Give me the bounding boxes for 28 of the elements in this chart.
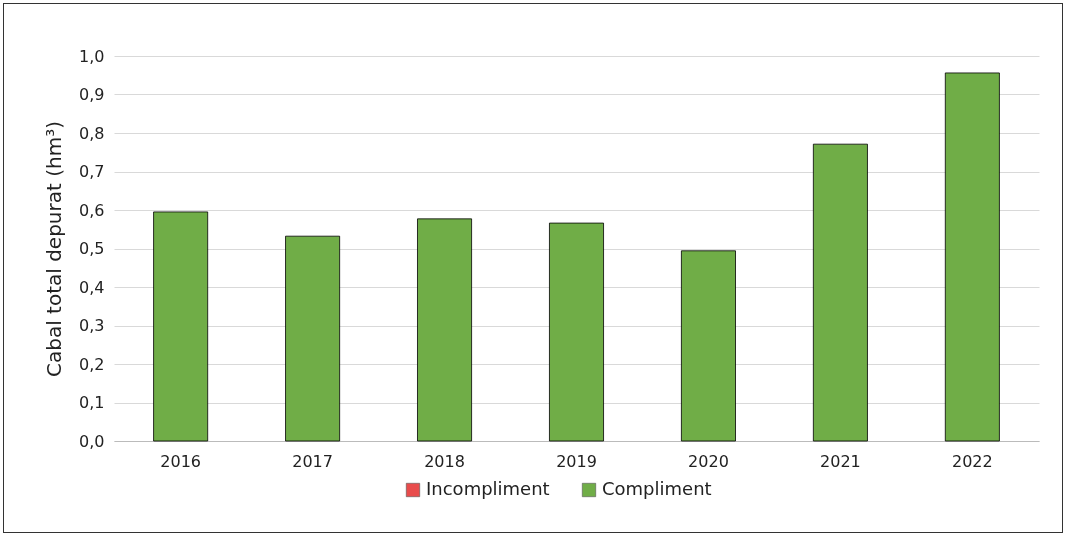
bar [812,143,868,442]
x-tick-label: 2016 [160,451,201,471]
y-tick-label: 0,9 [79,85,105,104]
bar [153,211,209,442]
x-tick-label: 2020 [688,451,729,471]
y-tick-label: 0,6 [79,200,105,220]
y-tick-label: 0,0 [79,431,105,451]
y-tick-label: 0,4 [79,277,105,297]
y-tick-label: 1,0 [79,46,105,66]
y-tick-label: 0,5 [79,239,105,258]
y-tick-label: 0,1 [79,393,105,412]
y-tick-label: 0,7 [79,162,105,181]
y-axis-title: Cabal total depurat (hm³) [42,120,67,378]
x-tick-label: 2021 [820,451,861,471]
bar [417,218,472,442]
legend-label: Incompliment [426,478,550,499]
x-tick-label: 2022 [952,451,993,471]
bar [549,222,604,442]
x-tick-label: 2018 [424,451,465,471]
bar [944,72,1000,442]
y-tick-label: 0,2 [79,354,105,374]
bar [681,250,736,442]
x-tick-label: 2019 [556,451,597,471]
y-tick-label: 0,3 [79,316,105,335]
legend-label: Compliment [602,478,712,499]
x-tick-label: 2017 [292,451,333,471]
bar [285,235,341,442]
y-tick-label: 0,8 [79,123,105,143]
